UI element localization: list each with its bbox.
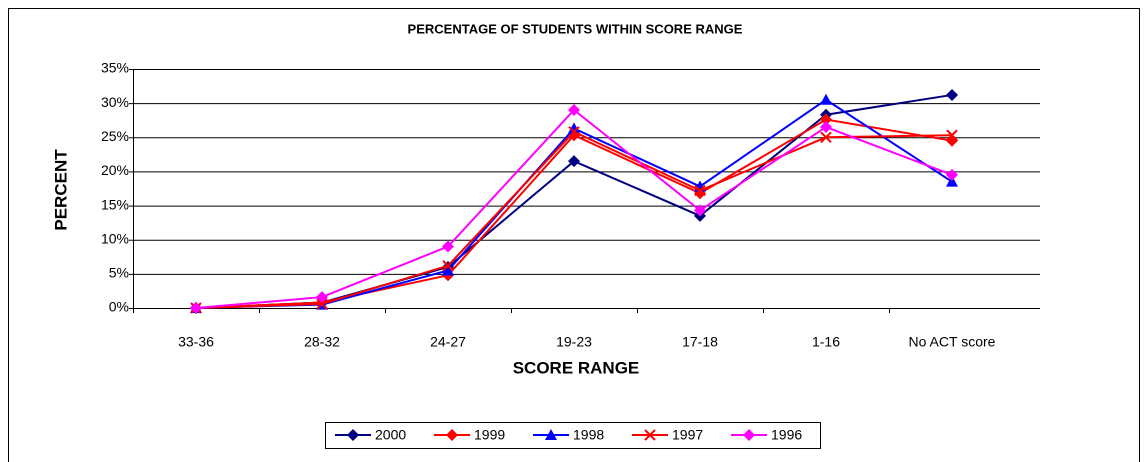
y-tick-label: 5% — [109, 265, 129, 281]
marker — [743, 429, 755, 441]
marker — [316, 298, 328, 310]
marker — [442, 264, 454, 276]
legend-label: 1997 — [672, 427, 703, 443]
y-tick-label: 10% — [101, 230, 129, 246]
marker — [568, 155, 580, 168]
chart-title: PERCENTAGE OF STUDENTS WITHIN SCORE RANG… — [408, 21, 743, 36]
marker — [946, 129, 958, 141]
y-tick-label: 15% — [101, 196, 129, 212]
marker — [446, 429, 458, 441]
marker — [694, 184, 706, 197]
marker — [946, 168, 958, 181]
y-tick-label: 35% — [101, 60, 129, 76]
x-tick-label: 28-32 — [304, 334, 340, 350]
marker — [946, 88, 958, 101]
marker — [820, 113, 832, 126]
marker — [347, 429, 359, 441]
x-tick-label: 24-27 — [430, 334, 466, 350]
marker — [820, 121, 832, 134]
marker — [190, 302, 202, 314]
marker — [568, 122, 580, 134]
marker — [316, 291, 328, 304]
marker — [694, 204, 706, 217]
y-tick-label: 30% — [101, 94, 129, 110]
marker — [820, 131, 832, 143]
legend-label: 1996 — [771, 427, 802, 443]
x-tick-label: No ACT score — [909, 334, 996, 350]
marker — [946, 175, 958, 187]
x-tick-label: 33-36 — [178, 334, 214, 350]
legend-label: 1998 — [573, 427, 604, 443]
marker — [442, 240, 454, 253]
marker — [644, 429, 656, 441]
marker — [568, 103, 580, 116]
marker — [568, 126, 580, 138]
y-tick-label: 20% — [101, 162, 129, 178]
marker — [545, 429, 557, 440]
y-axis-label: PERCENT — [51, 149, 70, 231]
x-axis-label: SCORE RANGE — [513, 358, 640, 377]
marker — [442, 259, 454, 272]
x-tick-label: 1-16 — [812, 334, 840, 350]
marker — [820, 93, 832, 105]
legend-label: 1999 — [474, 427, 505, 443]
y-tick-label: 25% — [101, 128, 129, 144]
chart-border — [8, 8, 1140, 462]
x-tick-label: 17-18 — [682, 334, 718, 350]
legend-label: 2000 — [375, 427, 406, 443]
y-tick-label: 0% — [109, 299, 129, 315]
x-tick-label: 19-23 — [556, 334, 592, 350]
